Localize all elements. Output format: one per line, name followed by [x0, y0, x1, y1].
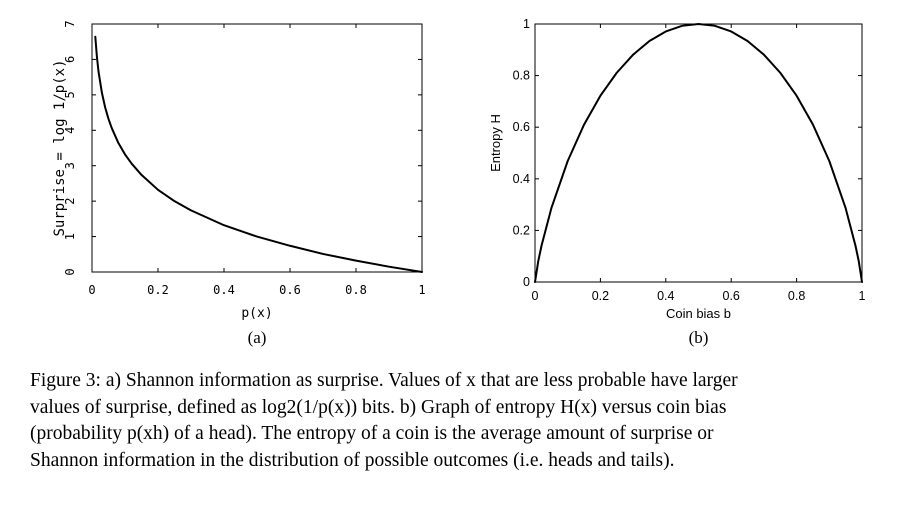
y-tick-label: 0.2 — [513, 223, 530, 237]
y-axis-label: Surprise = log 1/p(x) — [52, 59, 68, 236]
y-tick-label: 6 — [63, 56, 77, 63]
axes-frame — [534, 23, 863, 283]
y-tick-label: 0.6 — [513, 120, 530, 134]
y-tick-label: 1 — [523, 17, 530, 31]
x-tick-label: 1 — [859, 289, 866, 303]
y-tick-label: 0 — [63, 268, 77, 275]
caption-line: (probability p(xh) of a head). The entro… — [30, 423, 714, 444]
x-tick-label: 1 — [418, 283, 425, 297]
caption-line: Figure 3: a) Shannon information as surp… — [30, 370, 738, 391]
y-tick-label: 7 — [63, 20, 77, 27]
panel-a: 0 0.2 0.4 0.6 0.8 1 0 1 2 3 4 5 6 7 p(x) Surprise = log… — [52, 20, 426, 347]
x-tick-label: 0.6 — [279, 283, 301, 297]
caption-line: Shannon information in the distribution … — [30, 449, 675, 471]
panel-label: (b) — [689, 328, 709, 347]
x-tick-label: 0.2 — [147, 283, 169, 297]
y-tick-label: 4 — [63, 127, 77, 134]
series-line — [94, 35, 423, 273]
y-axis-label: Entropy H — [488, 114, 503, 172]
y-tick-label: 2 — [63, 198, 77, 205]
series-line — [534, 23, 863, 283]
y-tick-label: 0 — [523, 275, 530, 289]
x-axis-label: Coin bias b — [666, 306, 731, 321]
y-tick-label: 5 — [63, 91, 77, 98]
figure-caption: Figure 3: a) Shannon information as surp… — [30, 368, 890, 474]
x-tick-label: 0.2 — [592, 289, 609, 303]
x-tick-label: 0.6 — [723, 289, 740, 303]
panel-b: 0 0.2 0.4 0.6 0.8 1 0 0.2 0.4 0.6 0.8 1 Coin bias b E… — [488, 17, 866, 347]
x-tick-label: 0 — [532, 289, 539, 303]
panel-label: (a) — [248, 328, 267, 347]
x-tick-label: 0.4 — [213, 283, 235, 297]
x-tick-label: 0.8 — [788, 289, 805, 303]
y-tick-label: 0.8 — [513, 69, 530, 83]
x-tick-label: 0.8 — [345, 283, 367, 297]
x-axis-label: p(x) — [241, 306, 272, 321]
y-tick-label: 0.4 — [513, 172, 530, 186]
x-tick-label: 0 — [88, 283, 95, 297]
y-tick-label: 3 — [63, 162, 77, 169]
x-tick-label: 0.4 — [657, 289, 674, 303]
y-tick-label: 1 — [63, 233, 77, 240]
axes-frame — [91, 23, 423, 273]
caption-line: values of surprise, defined as log2(1/p(… — [30, 396, 727, 418]
